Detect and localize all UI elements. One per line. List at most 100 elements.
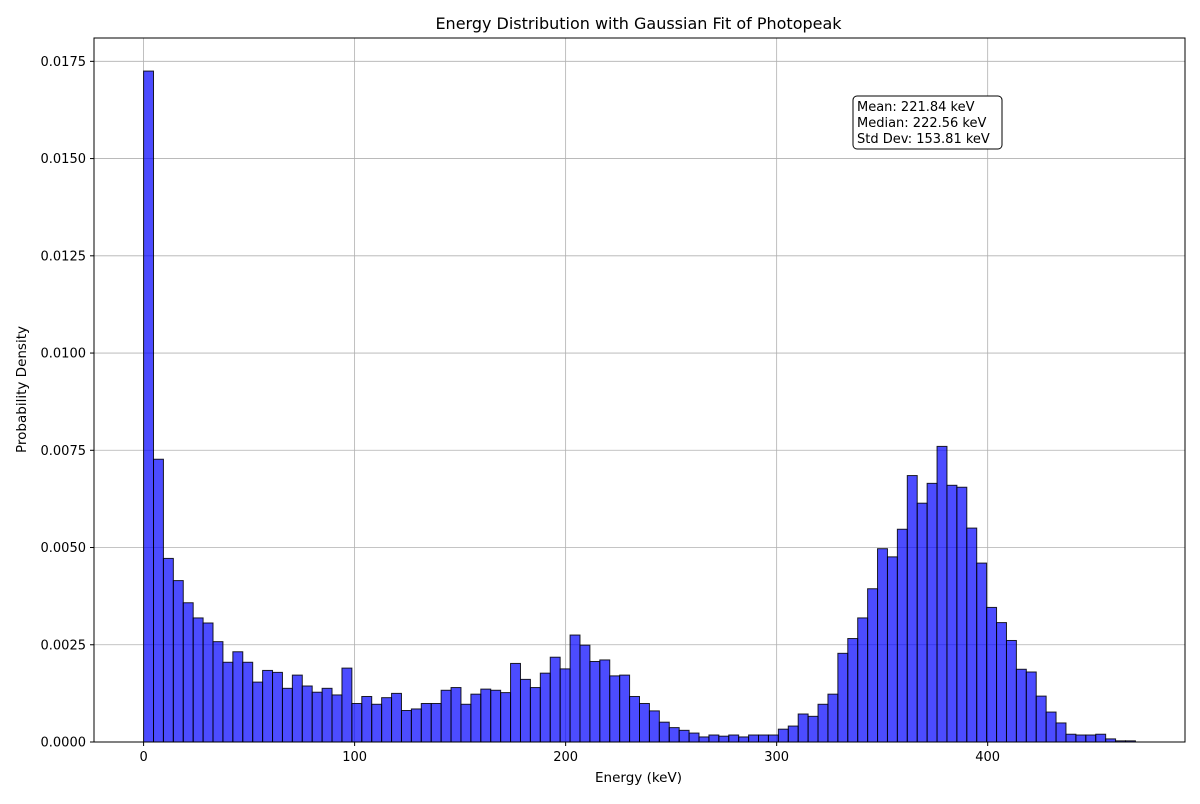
histogram-bar (202, 622, 214, 743)
histogram-bar (847, 638, 859, 743)
histogram-bar (748, 734, 760, 743)
histogram-bar (956, 486, 968, 743)
y-axis-label: Probability Density (14, 326, 30, 453)
histogram-bar (877, 548, 888, 743)
histogram-bar (182, 602, 194, 743)
histogram-bar (658, 721, 670, 743)
histogram-bar (143, 70, 155, 743)
histogram-bar (510, 662, 521, 743)
histogram-bar (787, 725, 799, 743)
histogram-bar (311, 691, 323, 743)
histogram-bar (539, 672, 551, 743)
histogram-bar (351, 702, 363, 743)
histogram-bar (222, 661, 234, 743)
histogram-bar (906, 475, 918, 743)
histogram-bar (331, 694, 343, 743)
histogram-bar (192, 617, 204, 743)
histogram-bar (281, 687, 293, 743)
histogram-bar (569, 634, 581, 743)
histogram-bar (589, 660, 601, 743)
histogram-bar (678, 729, 690, 743)
y-tick-label: 0.0025 (41, 638, 87, 653)
histogram-bar (1085, 734, 1097, 743)
histogram-bar (391, 692, 402, 743)
histogram-bar (777, 728, 789, 743)
histogram-bar (718, 735, 730, 743)
histogram-bar (767, 734, 779, 743)
histogram-bar (817, 703, 829, 743)
y-tick-label: 0.0100 (41, 347, 87, 362)
stats-median-text: Median: 222.56 keV (857, 116, 986, 131)
plot-frame (93, 37, 1186, 743)
histogram-bar (867, 588, 879, 743)
x-tick-label: 400 (975, 750, 1000, 765)
histogram-bar (986, 606, 998, 743)
y-tick-label: 0.0000 (41, 736, 87, 751)
histogram-bar (698, 736, 710, 743)
histogram-bar (936, 445, 948, 743)
chart-title: Energy Distribution with Gaussian Fit of… (435, 14, 842, 33)
histogram-bar (648, 710, 660, 743)
histogram-bar (321, 687, 333, 743)
stats-mean-text: Mean: 221.84 keV (857, 100, 975, 115)
histogram-bar (1025, 671, 1037, 743)
stats-std-dev-text: Std Dev: 153.81 keV (857, 132, 990, 147)
histogram-bar (410, 708, 422, 743)
y-tick-label: 0.0125 (41, 249, 87, 264)
histogram-bar (420, 702, 432, 743)
x-tick-label: 100 (342, 750, 367, 765)
y-tick-label: 0.0050 (41, 541, 87, 556)
histogram-bar (1065, 733, 1077, 743)
histogram-bar (262, 669, 274, 743)
x-tick-label: 0 (139, 750, 147, 765)
histogram-bar (301, 685, 313, 743)
histogram-bar (837, 652, 849, 743)
histogram-bar (242, 661, 254, 743)
histogram-bar (619, 674, 631, 743)
y-tick-label: 0.0075 (41, 444, 87, 459)
histogram-bar (291, 674, 303, 743)
histogram-bar (400, 709, 412, 743)
y-tick-label: 0.0175 (41, 55, 87, 70)
histogram-bar (529, 687, 541, 743)
histogram-bar (926, 482, 938, 743)
histogram-bar (232, 651, 244, 743)
histogram-bar (599, 659, 611, 743)
histogram-bar (1035, 695, 1047, 743)
histogram-bar (381, 697, 393, 743)
histogram-bar (490, 689, 502, 743)
histogram-bar (172, 580, 184, 743)
histogram-bar (1055, 722, 1067, 743)
histogram-bar (1015, 668, 1027, 743)
histogram-bar (371, 703, 383, 743)
histogram-bar (460, 703, 472, 743)
histogram-bar (639, 702, 650, 743)
histogram-bar (212, 641, 224, 743)
histogram-bar (629, 695, 641, 743)
histogram-bar (252, 681, 264, 743)
histogram-bar (688, 732, 700, 743)
histogram-bar (896, 528, 908, 743)
x-tick-label: 200 (553, 750, 578, 765)
histogram-bar (609, 675, 621, 743)
histogram-bar (430, 702, 442, 743)
histogram-bar (549, 656, 561, 743)
histogram-bar (827, 693, 839, 743)
histogram-bar (758, 734, 769, 743)
histogram-bar (1095, 733, 1107, 743)
histogram-bar (976, 562, 988, 743)
histogram-bar (668, 727, 680, 743)
histogram-bar (440, 689, 452, 743)
histogram-bar (857, 617, 869, 743)
stats-annotation-box (852, 95, 1003, 150)
histogram-bar (579, 644, 591, 743)
histogram-bar (361, 695, 373, 743)
histogram-bar (480, 688, 492, 743)
histogram-bar (559, 668, 571, 743)
histogram-bar (162, 557, 174, 743)
stats-annotation: Mean: 221.84 keV Median: 222.56 keV Std … (852, 95, 1003, 150)
histogram-bar (728, 734, 740, 743)
y-tick-label: 0.0150 (41, 152, 87, 167)
histogram-bar (1045, 711, 1057, 743)
